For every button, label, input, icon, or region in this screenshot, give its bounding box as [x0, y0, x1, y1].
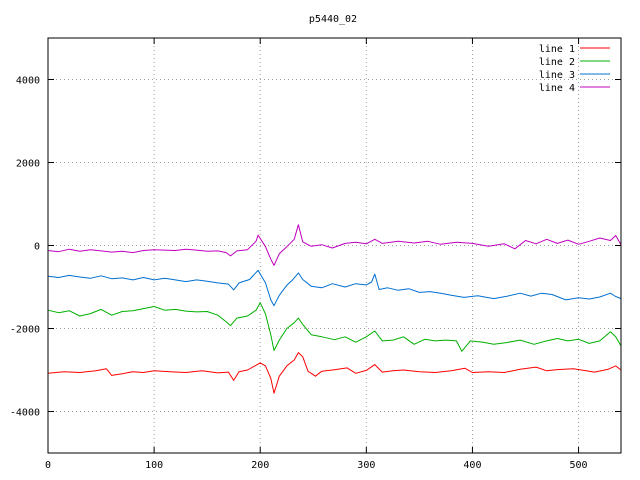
- legend-label: line 3: [539, 70, 575, 81]
- series-line-1: [47, 352, 622, 394]
- series-lines: [47, 224, 622, 394]
- y-tick-label: 4000: [16, 76, 40, 87]
- series-line-2: [47, 302, 622, 352]
- x-tick-label: 100: [145, 460, 163, 471]
- legend-label: line 2: [539, 57, 575, 68]
- y-tick-label: -2000: [10, 325, 40, 336]
- x-tick-label: 400: [463, 460, 481, 471]
- legend: line 1 line 2 line 3 line 4: [539, 44, 610, 94]
- x-tick-label: 300: [357, 460, 375, 471]
- x-tick-label: 0: [45, 460, 51, 471]
- legend-label: line 4: [539, 83, 575, 94]
- legend-label: line 1: [539, 44, 575, 55]
- axis-ticks: 0 100 200 300 400 500 -4000 -2000 0 2000 4000: [10, 38, 621, 471]
- y-tick-label: 2000: [16, 159, 40, 170]
- y-tick-label: 0: [34, 242, 40, 253]
- x-tick-label: 500: [570, 460, 588, 471]
- chart-title: p5440_02: [309, 14, 357, 25]
- series-line-3: [47, 269, 622, 307]
- series-line-4: [47, 224, 622, 266]
- y-tick-label: -4000: [10, 408, 40, 419]
- x-tick-label: 200: [251, 460, 269, 471]
